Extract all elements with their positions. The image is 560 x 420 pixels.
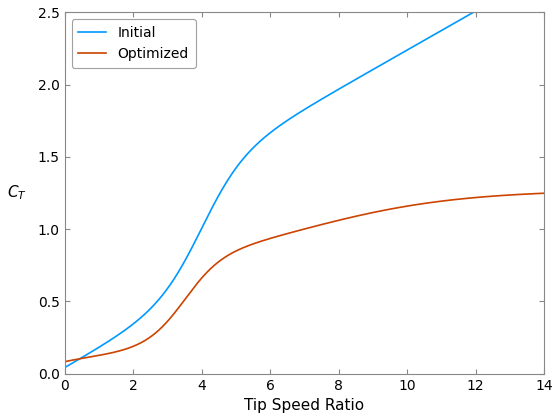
- Optimized: [541, 191, 548, 196]
- Line: Initial: Initial: [64, 0, 544, 368]
- Initial: [61, 365, 68, 370]
- Optimized: [282, 232, 288, 237]
- Optimized: [86, 354, 92, 360]
- Initial: [282, 119, 288, 124]
- Y-axis label: $C_T$: $C_T$: [7, 184, 27, 202]
- Initial: [86, 351, 92, 356]
- Optimized: [527, 192, 534, 197]
- X-axis label: Tip Speed Ratio: Tip Speed Ratio: [244, 398, 365, 413]
- Line: Optimized: Optimized: [64, 193, 544, 362]
- Optimized: [295, 228, 301, 233]
- Optimized: [439, 199, 446, 204]
- Optimized: [527, 192, 534, 197]
- Optimized: [61, 359, 68, 364]
- Legend: Initial, Optimized: Initial, Optimized: [72, 19, 195, 68]
- Initial: [439, 28, 446, 33]
- Initial: [295, 111, 301, 116]
